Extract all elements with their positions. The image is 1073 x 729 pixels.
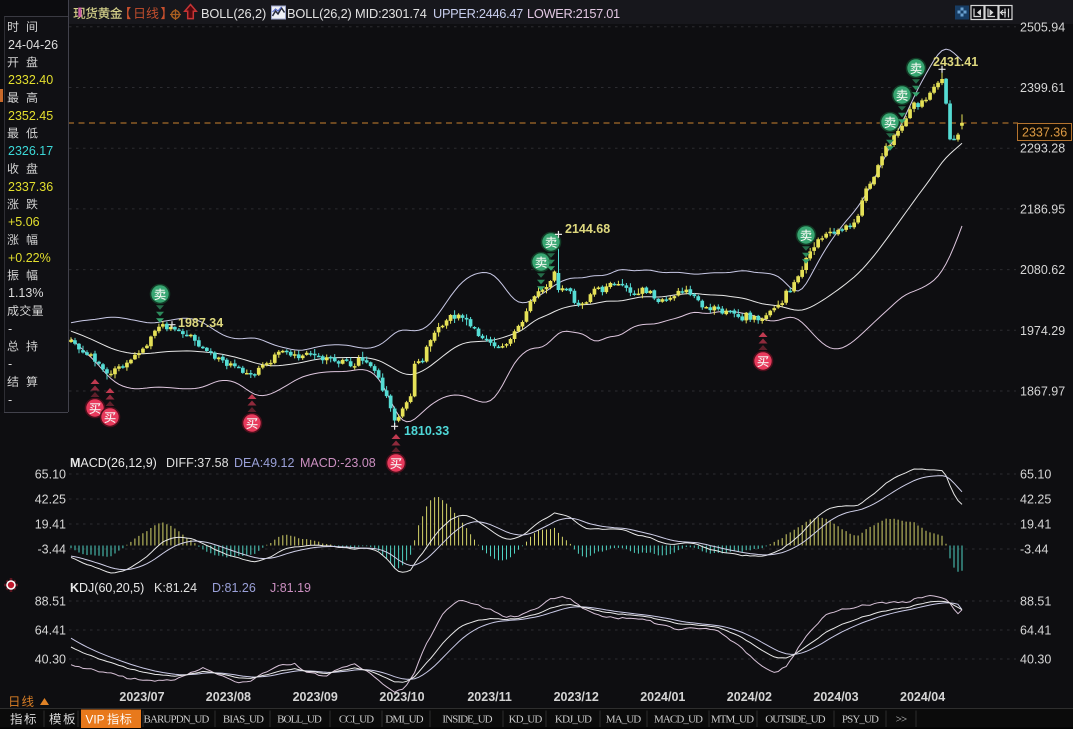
svg-text:KD_UD: KD_UD bbox=[509, 714, 543, 726]
svg-text:65.10: 65.10 bbox=[35, 468, 66, 482]
svg-text:2431.41: 2431.41 bbox=[933, 55, 978, 69]
svg-text:CCI_UD: CCI_UD bbox=[339, 714, 374, 726]
svg-text:2023/12: 2023/12 bbox=[554, 690, 599, 704]
svg-text:2023/09: 2023/09 bbox=[293, 690, 338, 704]
svg-text:2293.28: 2293.28 bbox=[1020, 142, 1065, 156]
svg-text:-: - bbox=[8, 322, 12, 336]
svg-text:2337.36: 2337.36 bbox=[1022, 126, 1067, 140]
svg-text:K:81.24: K:81.24 bbox=[154, 581, 197, 595]
svg-text:2024/02: 2024/02 bbox=[727, 690, 772, 704]
svg-text:-3.44: -3.44 bbox=[1020, 543, 1049, 557]
svg-text:MACD_UD: MACD_UD bbox=[654, 714, 703, 726]
svg-text:40.30: 40.30 bbox=[35, 653, 66, 667]
svg-text:+0.22%: +0.22% bbox=[8, 251, 51, 265]
svg-text:1987.34: 1987.34 bbox=[178, 316, 223, 330]
svg-text:DIFF:37.58: DIFF:37.58 bbox=[166, 456, 229, 470]
svg-text:2352.45: 2352.45 bbox=[8, 109, 53, 123]
svg-text:BOLL(26,2) MID:2301.74: BOLL(26,2) MID:2301.74 bbox=[287, 6, 427, 21]
svg-text:MTM_UD: MTM_UD bbox=[711, 714, 754, 726]
svg-text:1.13%: 1.13% bbox=[8, 286, 43, 300]
svg-text:VIP: VIP bbox=[86, 713, 105, 727]
svg-text:BOLL(26,2): BOLL(26,2) bbox=[201, 6, 266, 21]
svg-text:2023/08: 2023/08 bbox=[206, 690, 251, 704]
svg-text:2144.68: 2144.68 bbox=[565, 222, 610, 236]
svg-text:J:81.19: J:81.19 bbox=[270, 581, 311, 595]
svg-text:2186.95: 2186.95 bbox=[1020, 202, 1065, 216]
svg-text:19.41: 19.41 bbox=[1020, 518, 1051, 532]
svg-text:2332.40: 2332.40 bbox=[8, 73, 53, 87]
svg-text:PSY_UD: PSY_UD bbox=[842, 714, 879, 726]
svg-text:2024/03: 2024/03 bbox=[813, 690, 858, 704]
svg-text:DEA:49.12: DEA:49.12 bbox=[234, 456, 295, 470]
svg-text:D:81.26: D:81.26 bbox=[212, 581, 256, 595]
svg-text:BOLL_UD: BOLL_UD bbox=[277, 714, 322, 726]
svg-text:42.25: 42.25 bbox=[35, 493, 66, 507]
svg-text:2024/04: 2024/04 bbox=[900, 690, 945, 704]
svg-text:64.41: 64.41 bbox=[35, 624, 66, 638]
svg-text:1974.29: 1974.29 bbox=[1020, 324, 1065, 338]
svg-text:19.41: 19.41 bbox=[35, 518, 66, 532]
svg-text:MACD(26,12,9): MACD(26,12,9) bbox=[70, 456, 157, 470]
svg-text:-3.44: -3.44 bbox=[38, 543, 67, 557]
svg-text:BIAS_UD: BIAS_UD bbox=[223, 714, 264, 726]
svg-text:MACD:-23.08: MACD:-23.08 bbox=[300, 456, 376, 470]
svg-text:88.51: 88.51 bbox=[35, 595, 66, 609]
svg-text:2024/01: 2024/01 bbox=[640, 690, 685, 704]
svg-text:42.25: 42.25 bbox=[1020, 493, 1051, 507]
svg-text:2399.61: 2399.61 bbox=[1020, 81, 1065, 95]
svg-text:2080.62: 2080.62 bbox=[1020, 263, 1065, 277]
svg-text:LOWER:2157.01: LOWER:2157.01 bbox=[527, 6, 620, 21]
svg-text:MA_UD: MA_UD bbox=[606, 714, 642, 726]
svg-text:OUTSIDE_UD: OUTSIDE_UD bbox=[765, 714, 825, 726]
svg-text:KDJ(60,20,5): KDJ(60,20,5) bbox=[70, 581, 144, 595]
svg-text:88.51: 88.51 bbox=[1020, 595, 1051, 609]
svg-text:DMI_UD: DMI_UD bbox=[385, 714, 423, 726]
svg-text:2326.17: 2326.17 bbox=[8, 144, 53, 158]
svg-text:-: - bbox=[8, 393, 12, 407]
svg-text:-: - bbox=[8, 357, 12, 371]
svg-text:1867.97: 1867.97 bbox=[1020, 385, 1065, 399]
svg-text:40.30: 40.30 bbox=[1020, 653, 1051, 667]
svg-text:2337.36: 2337.36 bbox=[8, 180, 53, 194]
svg-text:2023/10: 2023/10 bbox=[379, 690, 424, 704]
svg-text:24-04-26: 24-04-26 bbox=[8, 38, 58, 52]
svg-text:BARUPDN_UD: BARUPDN_UD bbox=[144, 714, 210, 726]
svg-text:UPPER:2446.47: UPPER:2446.47 bbox=[433, 6, 523, 21]
svg-text:>>: >> bbox=[896, 714, 907, 726]
svg-text:2023/07: 2023/07 bbox=[119, 690, 164, 704]
svg-text:+5.06: +5.06 bbox=[8, 215, 40, 229]
svg-text:2023/11: 2023/11 bbox=[467, 690, 512, 704]
svg-text:KDJ_UD: KDJ_UD bbox=[555, 714, 592, 726]
svg-text:2505.94: 2505.94 bbox=[1020, 20, 1065, 34]
svg-text:64.41: 64.41 bbox=[1020, 624, 1051, 638]
svg-text:1810.33: 1810.33 bbox=[404, 424, 449, 438]
svg-text:65.10: 65.10 bbox=[1020, 468, 1051, 482]
svg-text:INSIDE_UD: INSIDE_UD bbox=[442, 714, 492, 726]
